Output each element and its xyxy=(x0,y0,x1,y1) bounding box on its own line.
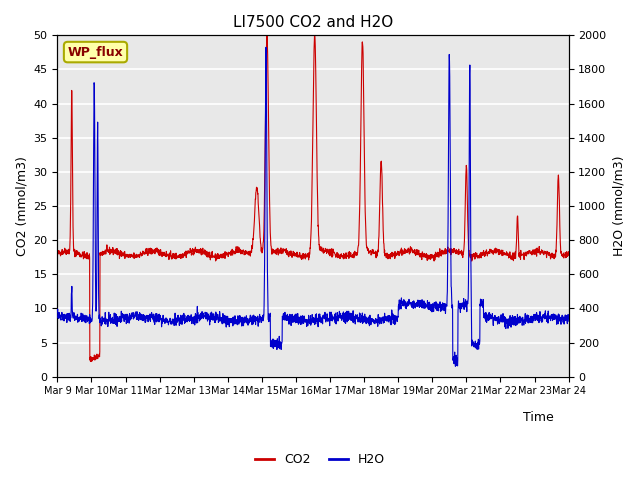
Text: WP_flux: WP_flux xyxy=(68,46,124,59)
Legend: CO2, H2O: CO2, H2O xyxy=(250,448,390,471)
Y-axis label: H2O (mmol/m3): H2O (mmol/m3) xyxy=(612,156,625,256)
X-axis label: Time: Time xyxy=(522,411,554,424)
Title: LI7500 CO2 and H2O: LI7500 CO2 and H2O xyxy=(233,15,393,30)
Y-axis label: CO2 (mmol/m3): CO2 (mmol/m3) xyxy=(15,156,28,256)
